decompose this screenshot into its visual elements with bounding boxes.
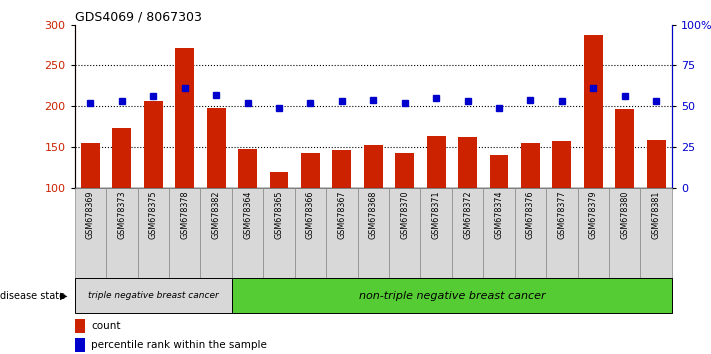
Text: disease state: disease state xyxy=(0,291,65,301)
Bar xyxy=(515,188,546,278)
Text: GDS4069 / 8067303: GDS4069 / 8067303 xyxy=(75,11,201,24)
Bar xyxy=(201,188,232,278)
Bar xyxy=(175,47,194,188)
Bar xyxy=(364,145,383,188)
Text: GSM678374: GSM678374 xyxy=(495,190,503,239)
Bar xyxy=(577,188,609,278)
Bar xyxy=(232,278,672,313)
Bar xyxy=(144,101,163,188)
Text: ▶: ▶ xyxy=(60,291,68,301)
Bar xyxy=(106,188,137,278)
Bar xyxy=(546,188,577,278)
Bar xyxy=(75,188,106,278)
Bar xyxy=(641,188,672,278)
Bar xyxy=(452,188,483,278)
Text: GSM678378: GSM678378 xyxy=(180,190,189,239)
Bar xyxy=(395,153,414,188)
Bar xyxy=(358,188,389,278)
Bar xyxy=(269,172,289,188)
Bar xyxy=(326,188,358,278)
Bar xyxy=(137,188,169,278)
Bar xyxy=(521,143,540,188)
Bar xyxy=(263,188,294,278)
Text: GSM678381: GSM678381 xyxy=(652,190,661,239)
Bar xyxy=(615,109,634,188)
Bar xyxy=(458,137,477,188)
Bar xyxy=(420,188,452,278)
Bar xyxy=(333,150,351,188)
Text: GSM678375: GSM678375 xyxy=(149,190,158,239)
Text: GSM678382: GSM678382 xyxy=(212,190,220,239)
Text: count: count xyxy=(92,321,121,331)
Text: GSM678370: GSM678370 xyxy=(400,190,410,239)
Text: percentile rank within the sample: percentile rank within the sample xyxy=(92,341,267,350)
Bar xyxy=(389,188,420,278)
Text: GSM678368: GSM678368 xyxy=(369,190,378,239)
Bar xyxy=(112,128,132,188)
Text: GSM678373: GSM678373 xyxy=(117,190,127,239)
Bar xyxy=(169,188,201,278)
Text: GSM678379: GSM678379 xyxy=(589,190,598,239)
Bar xyxy=(75,278,232,313)
Bar xyxy=(427,136,446,188)
Text: GSM678380: GSM678380 xyxy=(620,190,629,239)
Bar xyxy=(584,35,603,188)
Text: GSM678365: GSM678365 xyxy=(274,190,284,239)
Text: GSM678366: GSM678366 xyxy=(306,190,315,239)
Text: GSM678371: GSM678371 xyxy=(432,190,441,239)
Text: GSM678367: GSM678367 xyxy=(337,190,346,239)
Bar xyxy=(490,155,508,188)
Bar xyxy=(238,149,257,188)
Text: GSM678376: GSM678376 xyxy=(526,190,535,239)
Bar xyxy=(75,338,85,352)
Text: GSM678364: GSM678364 xyxy=(243,190,252,239)
Bar xyxy=(483,188,515,278)
Bar xyxy=(81,143,100,188)
Text: GSM678372: GSM678372 xyxy=(463,190,472,239)
Bar xyxy=(609,188,641,278)
Bar xyxy=(232,188,263,278)
Text: triple negative breast cancer: triple negative breast cancer xyxy=(88,291,218,300)
Text: GSM678377: GSM678377 xyxy=(557,190,567,239)
Bar xyxy=(75,319,85,333)
Text: GSM678369: GSM678369 xyxy=(86,190,95,239)
Bar xyxy=(207,108,225,188)
Bar xyxy=(647,141,665,188)
Bar xyxy=(294,188,326,278)
Bar xyxy=(552,141,572,188)
Bar xyxy=(301,153,320,188)
Text: non-triple negative breast cancer: non-triple negative breast cancer xyxy=(358,291,545,301)
